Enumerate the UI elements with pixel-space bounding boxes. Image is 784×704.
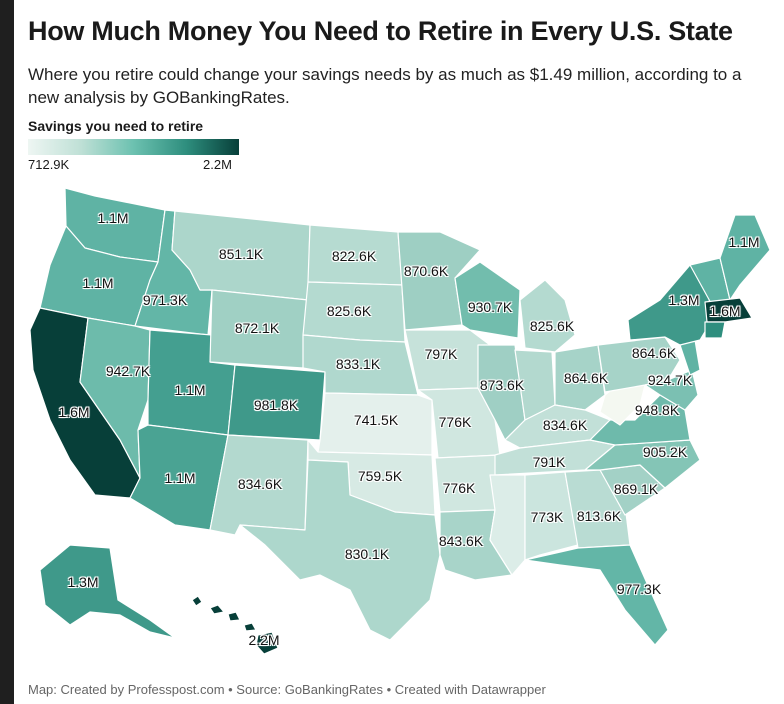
state-ohio[interactable]	[554, 344, 606, 411]
label-wyoming: 872.1K	[234, 320, 280, 336]
state-florida[interactable]	[524, 544, 669, 646]
label-pennsylvania: 864.6K	[631, 345, 677, 361]
label-iowa: 797K	[424, 346, 458, 362]
label-maine: 1.1M	[728, 234, 760, 250]
label-kentucky: 791K	[532, 454, 566, 470]
label-missouri: 776K	[438, 414, 472, 430]
label-wisconsin: 930.7K	[467, 299, 513, 315]
label-michigan: 825.6K	[529, 318, 575, 334]
label-oregon: 1.1M	[82, 275, 114, 291]
label-ohio: 864.6K	[563, 370, 609, 386]
label-new-mexico: 834.6K	[237, 476, 283, 492]
state-wisconsin[interactable]	[454, 261, 521, 339]
state-maine[interactable]	[719, 214, 771, 301]
state-alaska[interactable]	[39, 544, 176, 639]
label-south-dakota: 825.6K	[326, 303, 372, 319]
label-nebraska: 833.1K	[335, 356, 381, 372]
label-montana: 851.1K	[218, 246, 264, 262]
state-alabama[interactable]	[524, 471, 579, 561]
map-footer-credits: Map: Created by Professpost.com • Source…	[28, 682, 546, 697]
label-maryland: 924.7K	[647, 372, 693, 388]
state-texas[interactable]	[239, 459, 441, 641]
label-idaho: 971.3K	[142, 292, 188, 308]
legend-title: Savings you need to retire	[28, 118, 204, 134]
label-louisiana: 843.6K	[438, 533, 484, 549]
label-utah: 1.1M	[174, 382, 206, 398]
map-title: How Much Money You Need to Retire in Eve…	[28, 16, 733, 46]
legend-min-label: 712.9K	[28, 157, 70, 172]
label-georgia: 813.6K	[576, 508, 622, 524]
label-new-york: 1.3M	[668, 292, 700, 308]
state-massachusetts[interactable]	[704, 297, 753, 323]
label-florida: 977.3K	[616, 581, 662, 597]
label-arizona: 1.1M	[164, 470, 196, 486]
state-hawaii[interactable]	[191, 595, 279, 655]
label-oklahoma: 759.5K	[357, 468, 403, 484]
label-kansas: 741.5K	[353, 412, 399, 428]
label-arkansas: 776K	[442, 480, 476, 496]
label-texas: 830.1K	[344, 546, 390, 562]
state-connecticut-ri[interactable]	[704, 321, 726, 339]
window-edge	[0, 0, 14, 704]
label-washington: 1.1M	[97, 210, 129, 226]
label-south-carolina: 869.1K	[613, 481, 659, 497]
label-illinois: 873.6K	[479, 377, 525, 393]
state-maryland[interactable]	[644, 369, 699, 411]
label-nevada: 942.7K	[105, 363, 151, 379]
label-california: 1.6M	[58, 404, 90, 420]
map-subtitle: Where you retire could change your savin…	[28, 65, 742, 107]
state-new-jersey[interactable]	[679, 339, 701, 376]
state-michigan[interactable]	[519, 279, 576, 353]
label-massachusetts: 1.6M	[709, 303, 741, 319]
label-minnesota: 870.6K	[403, 263, 449, 279]
label-alaska: 1.3M	[67, 574, 99, 590]
label-mississippi: 773K	[530, 509, 564, 525]
label-virginia: 948.8K	[634, 402, 680, 418]
label-north-carolina: 905.2K	[642, 444, 688, 460]
label-north-dakota: 822.6K	[331, 248, 377, 264]
label-indiana: 834.6K	[542, 417, 588, 433]
label-hawaii: 2.2M	[248, 632, 280, 648]
label-colorado: 981.8K	[253, 397, 299, 413]
legend-color-scale	[28, 139, 239, 155]
legend-max-label: 2.2M	[203, 157, 232, 172]
